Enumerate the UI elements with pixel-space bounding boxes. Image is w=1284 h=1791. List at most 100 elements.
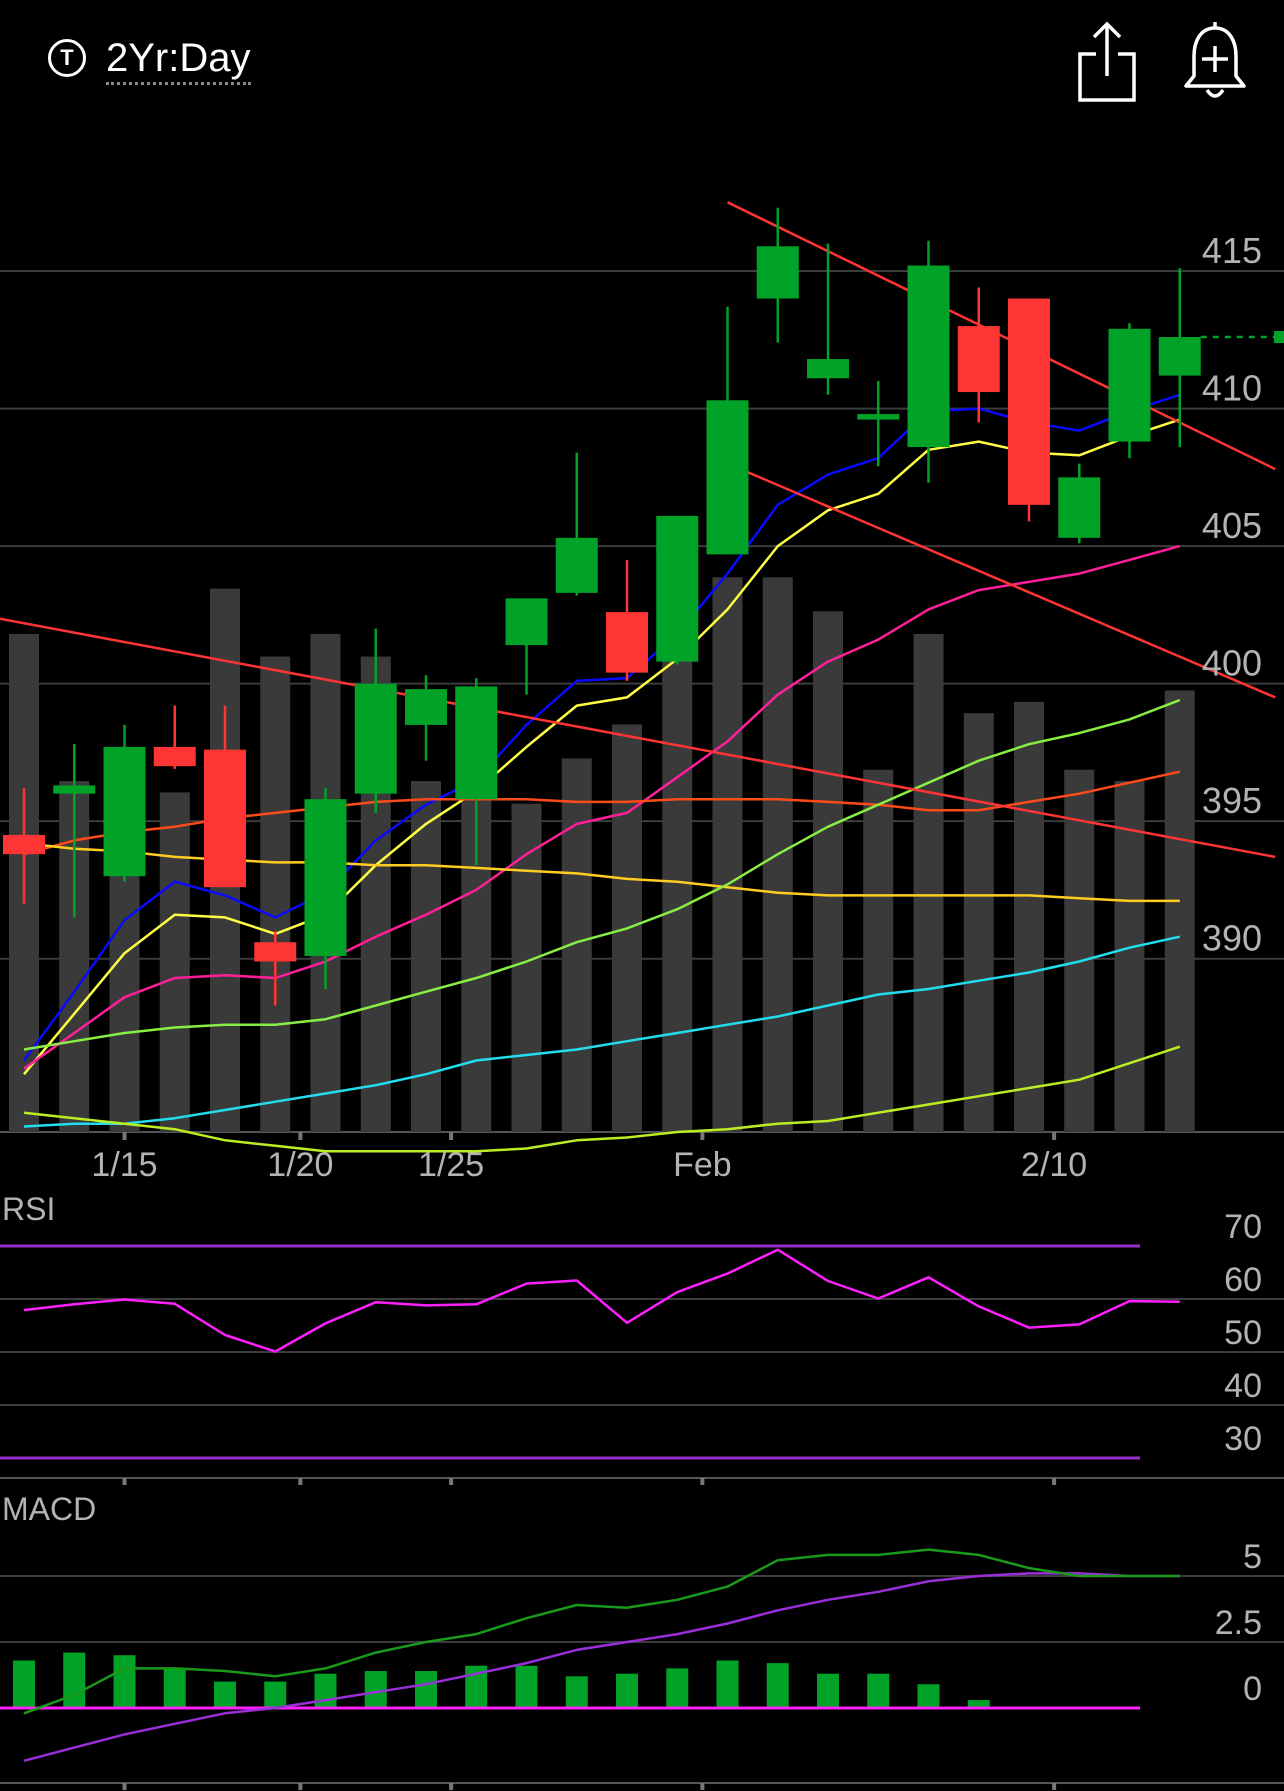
macd-histogram-bar — [63, 1652, 86, 1708]
candle-up — [807, 359, 849, 379]
macd-histogram-bar — [716, 1660, 739, 1708]
candle-down — [254, 942, 297, 962]
price-tick-label: 390 — [1202, 918, 1262, 959]
macd-tick-label: 5 — [1243, 1538, 1262, 1576]
macd-histogram-bar — [214, 1681, 236, 1708]
macd-line — [23, 1548, 1180, 1715]
trendline — [726, 201, 1276, 471]
volume-bar — [863, 769, 894, 1132]
candle-down — [3, 834, 45, 855]
candle-up — [1158, 337, 1201, 376]
date-tick-label: Feb — [673, 1146, 732, 1184]
volume-bar — [1164, 690, 1195, 1132]
macd-histogram-bar — [465, 1665, 488, 1708]
macd-histogram-bar — [163, 1668, 186, 1708]
candle-down — [153, 746, 196, 767]
price-tick-label: 415 — [1202, 230, 1262, 271]
macd-histogram-bar — [967, 1700, 990, 1708]
volume-bar — [1064, 769, 1095, 1132]
candle-up — [555, 537, 598, 593]
macd-histogram-bar — [817, 1673, 839, 1708]
candle-down — [606, 612, 648, 673]
macd-histogram-bar — [264, 1681, 287, 1708]
volume-bar — [712, 577, 743, 1132]
trendlines — [0, 201, 1276, 859]
share-button[interactable] — [1072, 20, 1142, 104]
macd-histogram-bar — [515, 1665, 538, 1708]
volume-bar — [913, 633, 944, 1132]
volume-bar — [1014, 701, 1044, 1132]
macd-histogram-bar — [415, 1671, 437, 1708]
add-alert-bell-icon — [1184, 22, 1246, 98]
rsi-line — [23, 1248, 1180, 1353]
moving-average-line — [23, 841, 1180, 903]
rsi-panel: RSI 70 60 50 40 30 — [0, 1191, 1284, 1485]
add-alert-button[interactable] — [1180, 20, 1250, 104]
rsi-tick-label: 60 — [1224, 1261, 1262, 1299]
macd-histogram-bar — [917, 1684, 940, 1708]
candle-up — [857, 414, 900, 420]
candle-up — [756, 246, 799, 299]
date-tick-label: 1/25 — [418, 1146, 484, 1184]
price-tick-label: 400 — [1202, 643, 1262, 684]
moving-average-line — [23, 544, 1181, 1070]
macd-tick-label: 0 — [1243, 1670, 1262, 1708]
macd-title: MACD — [2, 1491, 96, 1527]
candle-up — [1058, 477, 1101, 538]
candle-up — [405, 689, 447, 725]
rsi-tick-label: 70 — [1224, 1208, 1262, 1246]
candle-up — [907, 265, 950, 448]
date-tick-label: 1/15 — [91, 1146, 157, 1184]
price-tick-label: 405 — [1202, 505, 1262, 546]
macd-histogram-bar — [666, 1668, 689, 1708]
date-tick-label: 1/20 — [267, 1146, 333, 1184]
ticker-symbol-icon[interactable]: T — [48, 39, 86, 77]
price-tick-label: 410 — [1202, 368, 1262, 409]
moving-average-line — [23, 418, 1181, 1075]
macd-histogram-bar — [565, 1676, 588, 1708]
moving-average-line — [23, 1045, 1181, 1153]
candle-up — [304, 799, 347, 956]
price-tick-label: 395 — [1202, 780, 1262, 821]
trendline — [0, 617, 1276, 859]
volume-bar — [963, 713, 994, 1132]
candle-down — [204, 749, 246, 888]
macd-histogram-bar — [113, 1655, 136, 1708]
volume-bar — [260, 656, 291, 1132]
volume-bars — [9, 577, 1195, 1132]
macd-histogram-bar — [766, 1663, 789, 1708]
candle-up — [1108, 328, 1151, 442]
volume-bar — [1114, 781, 1145, 1132]
last-price-marker — [1274, 331, 1284, 344]
candlesticks — [3, 207, 1284, 1006]
date-axis-labels: 1/15 1/20 1/25 Feb 2/10 — [91, 1132, 1087, 1184]
volume-bar — [813, 611, 843, 1132]
volume-bar — [511, 803, 542, 1132]
candle-up — [455, 686, 498, 800]
rsi-title: RSI — [2, 1191, 55, 1227]
macd-histogram-bar — [364, 1671, 387, 1708]
moving-average-line — [22, 393, 1181, 1062]
macd-histogram-bar — [314, 1673, 337, 1708]
rsi-tick-label: 50 — [1224, 1314, 1262, 1352]
candle-down — [1008, 298, 1050, 505]
trendline — [727, 462, 1276, 699]
macd-histogram-bar — [13, 1660, 35, 1708]
candle-up — [103, 746, 146, 877]
moving-average-line — [23, 770, 1181, 856]
candle-down — [957, 326, 1000, 393]
candle-up — [354, 683, 397, 794]
moving-averages — [22, 393, 1181, 1153]
rsi-tick-label: 40 — [1224, 1367, 1262, 1405]
macd-panel: MACD 5 2.5 0 — [0, 1491, 1284, 1790]
date-tick-label: 2/10 — [1021, 1146, 1087, 1184]
price-axis-labels: 415 410 405 400 395 390 — [1202, 230, 1262, 959]
moving-average-line — [23, 935, 1181, 1128]
timeframe-selector[interactable]: 2Yr:Day — [106, 34, 251, 85]
macd-histogram-bar — [867, 1673, 890, 1708]
candle-up — [505, 598, 548, 646]
macd-signal-line — [23, 1572, 1180, 1763]
chart-header: T 2Yr:Day — [0, 0, 1284, 120]
candle-up — [706, 400, 749, 555]
